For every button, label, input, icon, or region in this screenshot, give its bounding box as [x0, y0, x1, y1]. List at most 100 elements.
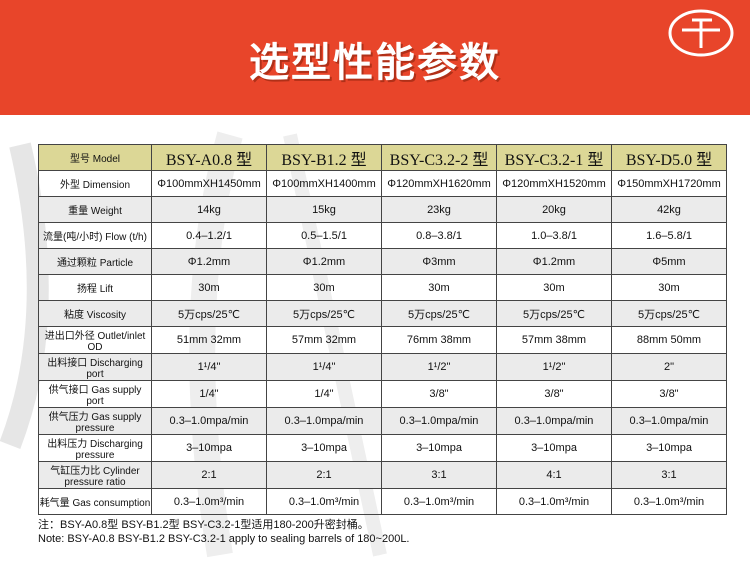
- cell-value: 3/8": [611, 380, 727, 408]
- table-row: 出料压力 Discharging pressure 3–10mpa 3–10mpa 3…: [38, 434, 727, 462]
- page-title: 选型性能参数: [249, 40, 501, 86]
- cell-value: 30m: [151, 274, 267, 301]
- note-cn: 注：BSY-A0.8型 BSY-B1.2型 BSY-C3.2-1型适用180-2…: [38, 519, 369, 531]
- row-label: 进出口外径 Outlet/inlet OD: [38, 326, 152, 354]
- cell-value: 2:1: [266, 461, 382, 489]
- cell-value: 0.3–1.0mpa/min: [381, 407, 497, 435]
- model-header: BSY-B1.2 型: [266, 144, 382, 171]
- cell-value: Φ1.2mm: [266, 248, 382, 275]
- table-row: 外型 Dimension Φ100mmXH1450mm Φ100mmXH1400mm…: [38, 170, 727, 197]
- table-row: 耗气量 Gas consumption 0.3–1.0m³/min 0.3–1.0m…: [38, 488, 727, 515]
- row-label: 气缸压力比 Cylinder pressure ratio: [38, 461, 152, 489]
- cell-value: 0.3–1.0mpa/min: [266, 407, 382, 435]
- cell-value: 1/4": [151, 380, 267, 408]
- cell-value: 0.4–1.2/1: [151, 222, 267, 249]
- cell-value: 5万cps/25℃: [266, 300, 382, 327]
- cell-value: 51mm 32mm: [151, 326, 267, 354]
- cell-value: 5万cps/25℃: [611, 300, 727, 327]
- brand-logo-icon: [668, 9, 734, 57]
- cell-value: 3:1: [611, 461, 727, 489]
- cell-value: 30m: [496, 274, 612, 301]
- cell-value: 3–10mpa: [381, 434, 497, 462]
- cell-value: 3:1: [381, 461, 497, 489]
- cell-value: 0.5–1.5/1: [266, 222, 382, 249]
- cell-value: 1.6–5.8/1: [611, 222, 727, 249]
- cell-value: Φ120mmXH1520mm: [496, 170, 612, 197]
- cell-value: 1¹/2": [381, 353, 497, 381]
- cell-value: 76mm 38mm: [381, 326, 497, 354]
- cell-value: Φ100mmXH1450mm: [151, 170, 267, 197]
- row-label: 供气压力 Gas supply pressure: [38, 407, 152, 435]
- table-row: 扬程 Lift 30m 30m 30m 30m 30m: [38, 274, 727, 301]
- table-row: 供气接口 Gas supply port 1/4" 1/4" 3/8" 3/8" 3/8": [38, 380, 727, 408]
- header-banner: [0, 0, 750, 115]
- table-row: 粘度 Viscosity 5万cps/25℃ 5万cps/25℃ 5万cps/25℃ 5…: [38, 300, 727, 327]
- cell-value: 5万cps/25℃: [381, 300, 497, 327]
- table-header-row: 型号 Model BSY-A0.8 型 BSY-B1.2 型 BSY-C3.2-…: [38, 144, 727, 171]
- cell-value: 1.0–3.8/1: [496, 222, 612, 249]
- cell-value: Φ150mmXH1720mm: [611, 170, 727, 197]
- header-label: 型号 Model: [38, 144, 152, 171]
- cell-value: 57mm 38mm: [496, 326, 612, 354]
- cell-value: 5万cps/25℃: [496, 300, 612, 327]
- table-row: 流量(吨/小时) Flow (t/h) 0.4–1.2/1 0.5–1.5/1 0.8…: [38, 222, 727, 249]
- table-row: 进出口外径 Outlet/inlet OD 51mm 32mm 57mm 32mm 7…: [38, 326, 727, 354]
- row-label: 流量(吨/小时) Flow (t/h): [38, 222, 152, 249]
- spec-table: 型号 Model BSY-A0.8 型 BSY-B1.2 型 BSY-C3.2-…: [38, 144, 727, 515]
- cell-value: 42kg: [611, 196, 727, 223]
- cell-value: 30m: [611, 274, 727, 301]
- cell-value: 3–10mpa: [266, 434, 382, 462]
- table-row: 出料接口 Discharging port 1¹/4" 1¹/4" 1¹/2" 1¹/2…: [38, 353, 727, 381]
- cell-value: 30m: [266, 274, 382, 301]
- table-row: 气缸压力比 Cylinder pressure ratio 2:1 2:1 3:1 4:…: [38, 461, 727, 489]
- cell-value: 1¹/2": [496, 353, 612, 381]
- cell-value: 1/4": [266, 380, 382, 408]
- cell-value: 2": [611, 353, 727, 381]
- note-en: Note: BSY-A0.8 BSY-B1.2 BSY-C3.2-1 apply…: [38, 533, 410, 545]
- cell-value: 0.3–1.0m³/min: [611, 488, 727, 515]
- cell-value: Φ3mm: [381, 248, 497, 275]
- cell-value: 0.3–1.0m³/min: [151, 488, 267, 515]
- model-header: BSY-A0.8 型: [151, 144, 267, 171]
- cell-value: 57mm 32mm: [266, 326, 382, 354]
- cell-value: 0.3–1.0mpa/min: [496, 407, 612, 435]
- cell-value: Φ100mmXH1400mm: [266, 170, 382, 197]
- cell-value: 0.3–1.0mpa/min: [151, 407, 267, 435]
- row-label: 扬程 Lift: [38, 274, 152, 301]
- cell-value: 4:1: [496, 461, 612, 489]
- row-label: 外型 Dimension: [38, 170, 152, 197]
- cell-value: 14kg: [151, 196, 267, 223]
- cell-value: 1¹/4": [266, 353, 382, 381]
- cell-value: 3–10mpa: [496, 434, 612, 462]
- row-label: 出料压力 Discharging pressure: [38, 434, 152, 462]
- model-header: BSY-C3.2-1 型: [496, 144, 612, 171]
- cell-value: 0.3–1.0mpa/min: [611, 407, 727, 435]
- cell-value: 20kg: [496, 196, 612, 223]
- row-label: 重量 Weight: [38, 196, 152, 223]
- table-row: 重量 Weight 14kg 15kg 23kg 20kg 42kg: [38, 196, 727, 223]
- cell-value: 0.3–1.0m³/min: [381, 488, 497, 515]
- cell-value: Φ120mmXH1620mm: [381, 170, 497, 197]
- cell-value: 23kg: [381, 196, 497, 223]
- cell-value: 5万cps/25℃: [151, 300, 267, 327]
- cell-value: 0.3–1.0m³/min: [266, 488, 382, 515]
- row-label: 粘度 Viscosity: [38, 300, 152, 327]
- row-label: 供气接口 Gas supply port: [38, 380, 152, 408]
- cell-value: 88mm 50mm: [611, 326, 727, 354]
- cell-value: 30m: [381, 274, 497, 301]
- cell-value: 0.3–1.0m³/min: [496, 488, 612, 515]
- cell-value: Φ1.2mm: [151, 248, 267, 275]
- cell-value: 3/8": [381, 380, 497, 408]
- row-label: 通过颗粒 Particle: [38, 248, 152, 275]
- row-label: 耗气量 Gas consumption: [38, 488, 152, 515]
- model-header: BSY-C3.2-2 型: [381, 144, 497, 171]
- row-label: 出料接口 Discharging port: [38, 353, 152, 381]
- cell-value: Φ1.2mm: [496, 248, 612, 275]
- cell-value: 0.8–3.8/1: [381, 222, 497, 249]
- table-row: 通过颗粒 Particle Φ1.2mm Φ1.2mm Φ3mm Φ1.2mm Φ5mm: [38, 248, 727, 275]
- cell-value: 3–10mpa: [611, 434, 727, 462]
- table-row: 供气压力 Gas supply pressure 0.3–1.0mpa/min 0.…: [38, 407, 727, 435]
- cell-value: 2:1: [151, 461, 267, 489]
- cell-value: 1¹/4": [151, 353, 267, 381]
- cell-value: Φ5mm: [611, 248, 727, 275]
